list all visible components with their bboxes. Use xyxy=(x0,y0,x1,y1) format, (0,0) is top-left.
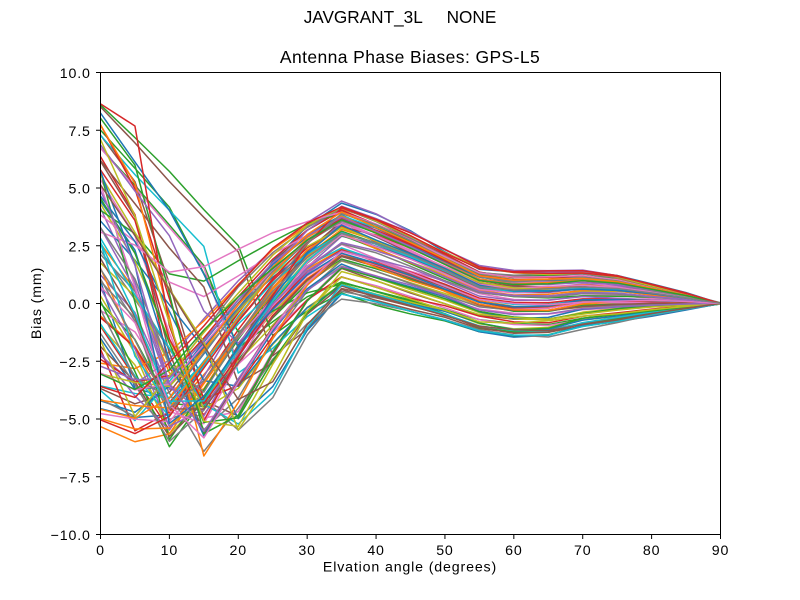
svg-text:Antenna Phase Biases: GPS-L5: Antenna Phase Biases: GPS-L5 xyxy=(280,47,540,67)
svg-text:0: 0 xyxy=(96,543,105,559)
svg-text:0.0: 0.0 xyxy=(69,297,91,313)
svg-text:80: 80 xyxy=(643,543,660,559)
svg-text:70: 70 xyxy=(574,543,591,559)
svg-text:−2.5: −2.5 xyxy=(59,355,90,371)
svg-text:2.5: 2.5 xyxy=(69,239,91,255)
svg-text:−10.0: −10.0 xyxy=(51,528,91,544)
svg-text:40: 40 xyxy=(367,543,384,559)
svg-text:60: 60 xyxy=(505,543,522,559)
svg-text:10: 10 xyxy=(161,543,178,559)
svg-text:−7.5: −7.5 xyxy=(59,470,90,486)
svg-text:JAVGRANT_3L NONE: JAVGRANT_3L NONE xyxy=(304,7,497,27)
svg-text:10.0: 10.0 xyxy=(60,66,91,82)
svg-text:Elvation angle (degrees): Elvation angle (degrees) xyxy=(323,560,497,576)
svg-text:50: 50 xyxy=(436,543,453,559)
svg-text:7.5: 7.5 xyxy=(69,124,91,140)
svg-text:Bias (mm): Bias (mm) xyxy=(29,267,45,339)
svg-text:90: 90 xyxy=(712,543,729,559)
svg-text:30: 30 xyxy=(298,543,315,559)
svg-text:−5.0: −5.0 xyxy=(59,413,90,429)
svg-text:5.0: 5.0 xyxy=(69,182,91,198)
svg-text:20: 20 xyxy=(230,543,247,559)
